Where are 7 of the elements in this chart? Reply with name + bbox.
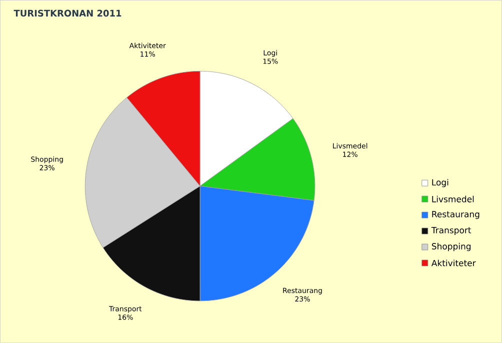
- chart-title: TURISTKRONAN 2011: [14, 10, 122, 17]
- legend-label: Aktiviteter: [431, 260, 476, 266]
- legend-label: Logi: [432, 178, 448, 188]
- legend-label: Restaurang: [432, 210, 480, 219]
- legend-label: Transport: [431, 226, 472, 235]
- legend-label: Livsmedel: [432, 196, 474, 202]
- legend-label: Shopping: [432, 242, 471, 252]
